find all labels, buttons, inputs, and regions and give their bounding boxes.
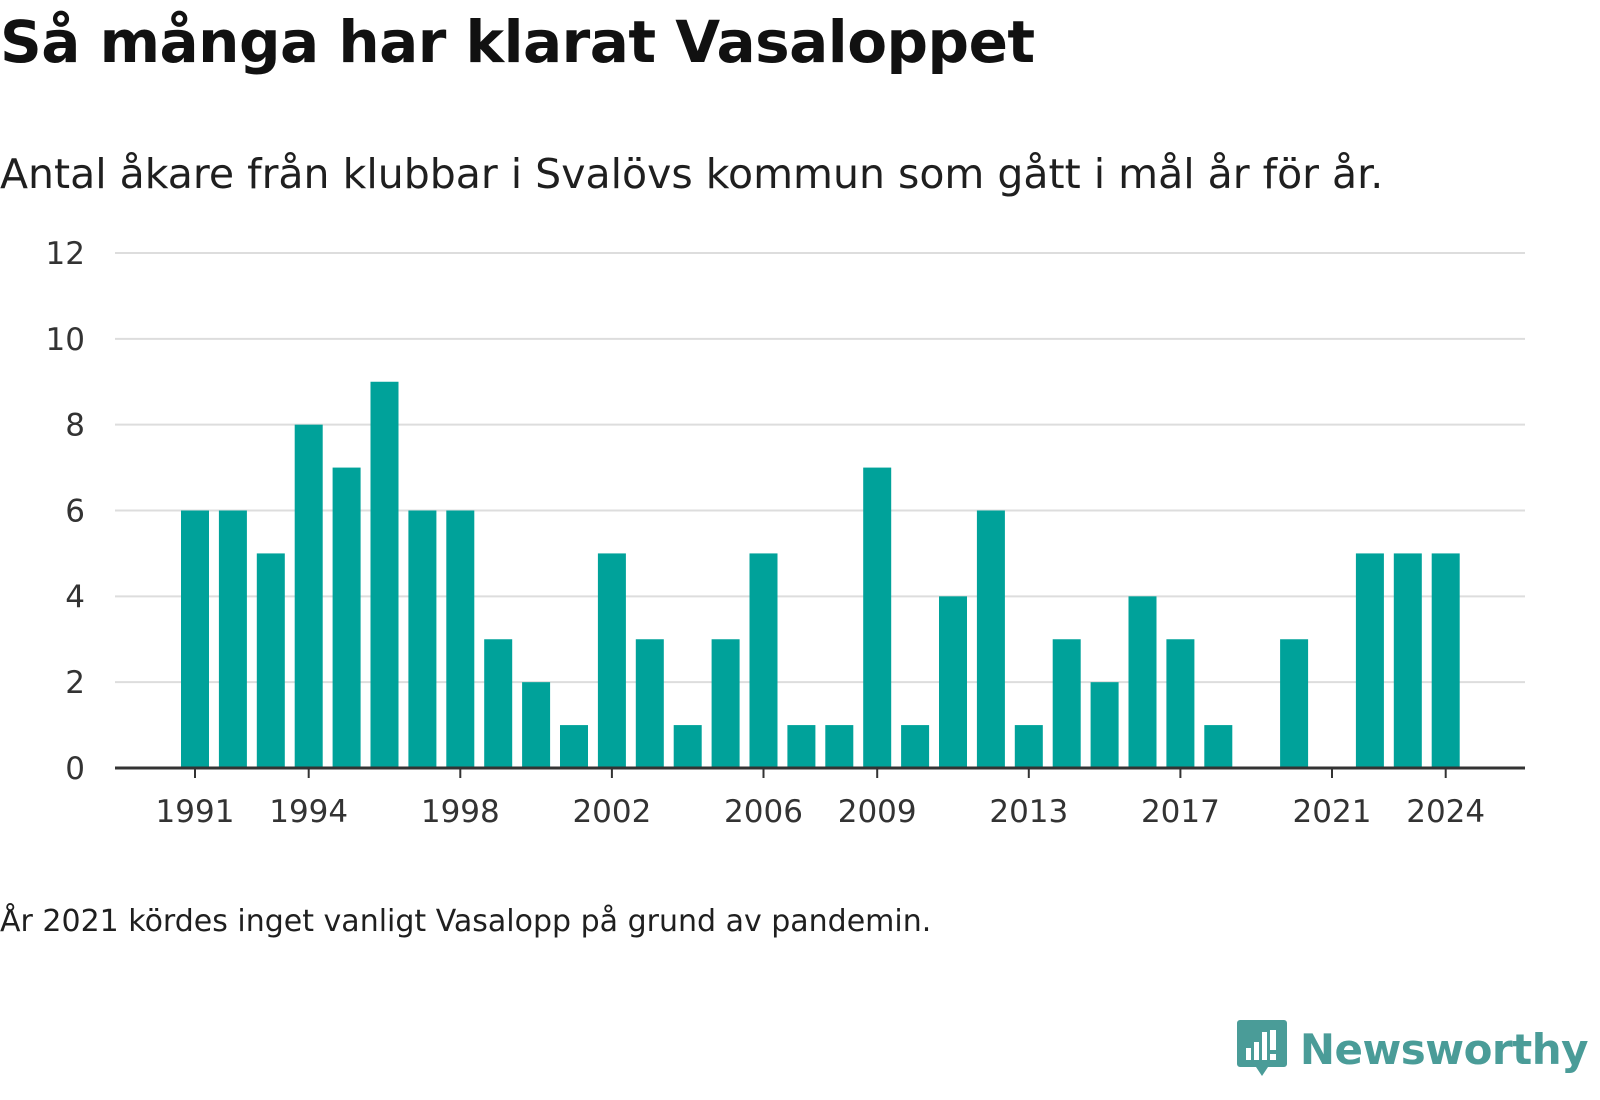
x-tick-label: 2002 [572,794,651,830]
bar-2011 [939,596,967,768]
bar-1992 [218,510,247,768]
gridlines [115,252,1525,684]
bar-2010 [901,725,930,768]
bar-2007 [787,725,816,768]
bar-1999 [484,639,513,768]
bar-1994 [294,424,323,768]
y-tick-label: 2 [65,665,85,701]
bar-2014 [1052,639,1081,768]
bar-2005 [711,639,740,768]
bar-1991 [181,510,209,768]
bar-2017 [1166,639,1195,768]
bars [181,381,1460,768]
x-axis [115,766,1525,778]
x-tick-label: 1991 [156,794,235,830]
newsworthy-logo-icon [1236,1020,1287,1076]
y-tick-label: 10 [46,322,85,358]
y-tick-labels: 0 2 4 6 8 10 12 [46,236,85,787]
bar-2024 [1431,553,1460,768]
bar-1997 [408,510,437,768]
bar-1993 [256,553,285,768]
bar-2006 [749,553,778,768]
bar-2020 [1280,639,1309,768]
bar-2003 [635,639,664,768]
x-tick-label: 2009 [838,794,917,830]
bar-2018 [1204,725,1233,768]
bar-2012 [976,510,1005,768]
bar-2016 [1128,596,1157,768]
x-tick-label: 1998 [421,794,500,830]
bar-2023 [1393,553,1422,768]
y-tick-label: 8 [65,408,85,444]
bar-2022 [1355,553,1384,768]
bar-2013 [1014,725,1043,768]
bar-chart: 0 2 4 6 8 10 12 1991 1994 1998 2002 2006 2009 2013 20… [46,236,1525,830]
x-tick-label: 2013 [989,794,1068,830]
bar-1995 [332,467,361,768]
brand-name: Newsworthy [1299,1024,1589,1074]
bar-1998 [446,510,475,768]
x-tick-label: 2021 [1293,794,1372,830]
x-tick-label: 2006 [724,794,803,830]
chart-subtitle: Antal åkare från klubbar i Svalövs kommu… [0,150,1384,198]
bar-2001 [560,725,588,768]
chart-title: Så många har klarat Vasaloppet [0,8,1035,76]
bar-2015 [1090,682,1119,768]
y-tick-label: 6 [65,494,85,530]
x-tick-labels: 1991 1994 1998 2002 2006 2009 2013 2017 2021 2024 [156,794,1486,830]
bar-2002 [597,553,626,768]
x-tick-label: 2024 [1406,794,1485,830]
y-tick-label: 12 [46,236,85,272]
bar-2008 [825,725,854,768]
bar-1996 [370,381,399,768]
footnote: År 2021 kördes inget vanligt Vasalopp på… [0,904,932,939]
bar-2004 [673,725,702,768]
y-tick-label: 0 [65,751,85,787]
bar-2000 [522,682,551,768]
brand-logo: Newsworthy [1236,1018,1589,1080]
x-tick-label: 1994 [269,794,348,830]
x-tick-label: 2017 [1141,794,1220,830]
y-tick-label: 4 [65,579,85,615]
bar-2009 [863,467,892,768]
